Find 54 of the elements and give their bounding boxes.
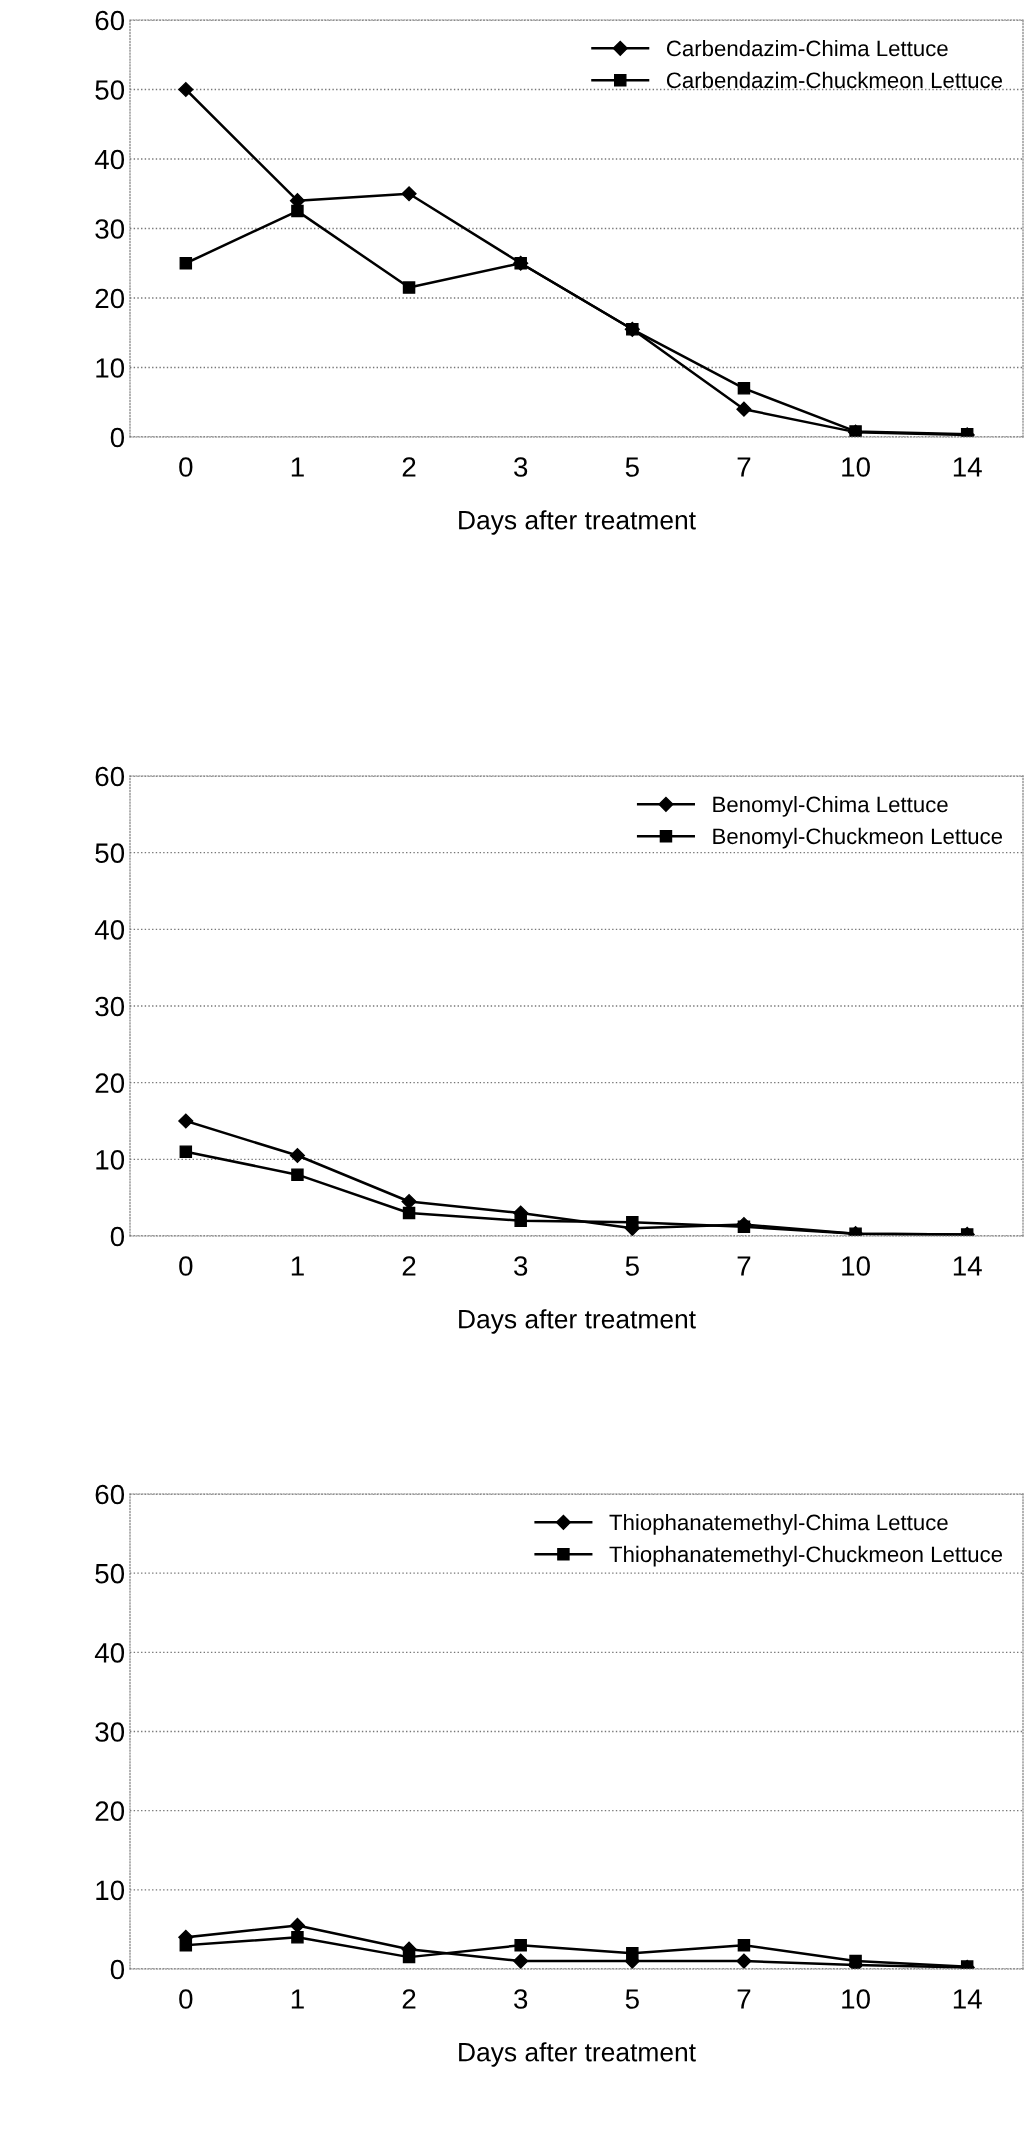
x-tick-label: 3 bbox=[514, 1989, 528, 2009]
x-tick-label: 1 bbox=[291, 1256, 304, 1276]
y-tick-label: 50 bbox=[95, 843, 125, 864]
x-tick-label: 1 bbox=[291, 1989, 304, 2009]
x-tick-label: 0 bbox=[179, 1989, 193, 2009]
legend-label: Benomyl-Chuckmeon Lettuce bbox=[713, 827, 1003, 849]
y-tick-label: 30 bbox=[95, 1722, 125, 1742]
y-tick-label: 10 bbox=[96, 358, 125, 378]
y-tick-label: 60 bbox=[95, 766, 125, 787]
y-tick-label: 30 bbox=[95, 996, 125, 1017]
x-tick-label: 14 bbox=[953, 1256, 982, 1276]
y-tick-label: 20 bbox=[95, 1073, 125, 1094]
y-tick-label: 50 bbox=[95, 80, 125, 100]
legend-label: Carbendazim-Chima Lettuce bbox=[666, 40, 948, 57]
y-tick-label: 10 bbox=[96, 1150, 125, 1170]
legend-label: Thiophanatemethyl-Chuckmeon Lettuce bbox=[609, 1545, 1003, 1567]
y-tick-label: 40 bbox=[94, 1643, 125, 1663]
y-tick-label: 60 bbox=[95, 1484, 125, 1505]
y-tick-label: 10 bbox=[96, 1880, 125, 1901]
x-tick-label: 5 bbox=[625, 457, 639, 477]
y-tick-label: 20 bbox=[95, 288, 125, 309]
x-tick-label: 0 bbox=[179, 1256, 193, 1276]
x-tick-label: 10 bbox=[842, 1256, 870, 1276]
legend-label: Thiophanatemethyl-Chima Lettuce bbox=[609, 1514, 948, 1535]
legend-label: Carbendazim-Chuckmeon Lettuce bbox=[666, 71, 1003, 89]
x-tick-label: 2 bbox=[402, 457, 416, 477]
x-tick-label: 3 bbox=[514, 1256, 528, 1276]
y-tick-label: 50 bbox=[95, 1563, 125, 1584]
x-axis-title: Days after treatment bbox=[459, 510, 696, 535]
y-tick-label: 40 bbox=[94, 920, 125, 940]
x-tick-label: 5 bbox=[625, 1256, 639, 1276]
x-tick-label: 10 bbox=[842, 1989, 870, 2009]
x-axis-title: Days after treatment bbox=[459, 1309, 696, 1334]
y-tick-label: 40 bbox=[94, 149, 125, 170]
x-tick-label: 2 bbox=[402, 1256, 416, 1276]
x-tick-label: 7 bbox=[737, 457, 751, 477]
x-tick-label: 7 bbox=[737, 1989, 751, 2009]
x-tick-label: 14 bbox=[953, 457, 982, 477]
legend-label: Benomyl-Chima Lettuce bbox=[713, 796, 948, 817]
y-tick-label: 0 bbox=[110, 1959, 125, 1980]
x-axis-title: Days after treatment bbox=[459, 2042, 696, 2067]
y-tick-label: 20 bbox=[95, 1801, 125, 1822]
y-tick-label: 60 bbox=[95, 10, 125, 31]
y-tick-label: 0 bbox=[110, 427, 125, 448]
y-tick-label: 0 bbox=[110, 1226, 125, 1247]
x-tick-label: 0 bbox=[179, 457, 193, 477]
x-tick-label: 7 bbox=[737, 1256, 751, 1276]
x-tick-label: 1 bbox=[291, 457, 304, 477]
x-tick-label: 3 bbox=[514, 457, 528, 477]
x-tick-label: 10 bbox=[842, 457, 870, 477]
y-tick-label: 30 bbox=[95, 219, 125, 239]
x-tick-label: 2 bbox=[402, 1989, 416, 2009]
x-tick-label: 14 bbox=[953, 1989, 982, 2009]
x-tick-label: 5 bbox=[625, 1989, 639, 2009]
